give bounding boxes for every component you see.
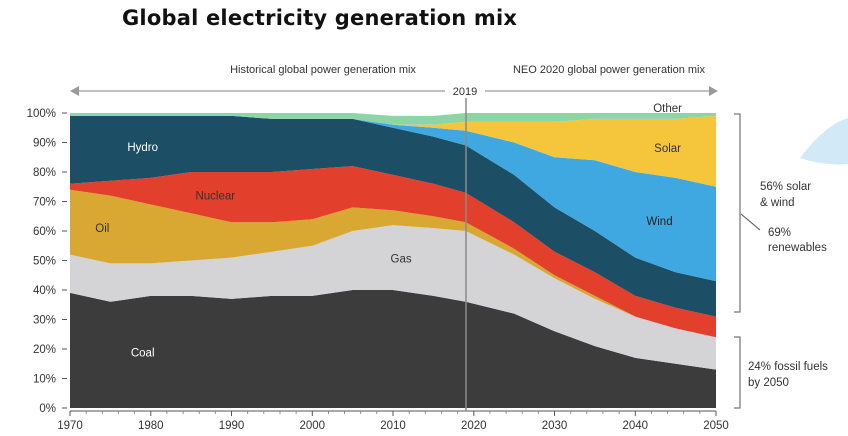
renewables-bracket — [734, 113, 741, 313]
note-renewables-1: 69% — [768, 227, 791, 239]
note-renewables-2: renewables — [768, 242, 827, 254]
y-tick-label: 80% — [33, 167, 56, 179]
x-tick-label: 2050 — [703, 420, 729, 432]
split-year-bg — [445, 84, 485, 98]
area-gas — [70, 225, 716, 370]
period-header: 2019 Historical global power generation … — [70, 64, 718, 98]
historical-label: Historical global power generation mix — [230, 64, 416, 76]
chart-title: Global electricity generation mix — [122, 6, 518, 30]
area-label-solar: Solar — [654, 143, 681, 155]
y-axis: 0% 10% 20% 30% 40% 50% 60% 70% 80% 90% 100% — [27, 108, 67, 415]
arrow-left-icon — [70, 86, 79, 96]
y-tick-label: 90% — [33, 138, 56, 150]
forecast-label: NEO 2020 global power generation mix — [513, 64, 706, 76]
x-tick-label: 2030 — [542, 420, 568, 432]
y-tick-label: 100% — [27, 108, 56, 120]
area-labels: Coal Gas Oil Nuclear Hydro Wind Solar Other — [95, 103, 682, 360]
area-label-nuclear: Nuclear — [195, 190, 235, 202]
area-oil — [70, 189, 716, 338]
y-tick-label: 20% — [33, 344, 56, 356]
y-tick-label: 30% — [33, 315, 56, 327]
area-label-other: Other — [653, 103, 682, 115]
x-axis: 1970 1980 1990 2000 2010 2020 2030 2040 2050 — [57, 410, 729, 432]
y-tick-label: 70% — [33, 197, 56, 209]
split-year-label: 2019 — [453, 86, 477, 98]
y-tick-label: 60% — [33, 226, 56, 238]
arrow-right-icon — [709, 86, 718, 96]
area-coal — [70, 290, 716, 408]
fossil-bracket — [734, 336, 741, 409]
area-layers — [70, 113, 716, 408]
area-label-coal: Coal — [131, 348, 155, 360]
area-label-hydro: Hydro — [127, 142, 158, 154]
y-tick-label: 40% — [33, 285, 56, 297]
area-wind — [70, 115, 716, 282]
area-label-wind: Wind — [646, 216, 672, 228]
x-tick-label: 2020 — [461, 420, 487, 432]
renewables-pointer — [740, 213, 761, 231]
y-tick-label: 10% — [33, 374, 56, 386]
x-tick-label: 2040 — [623, 420, 649, 432]
decorative-cloud — [800, 118, 848, 165]
x-tick-label: 1970 — [57, 420, 83, 432]
annotations: 56% solar & wind 69% renewables 24% foss… — [734, 113, 848, 409]
x-tick-label: 1980 — [138, 420, 164, 432]
area-other — [70, 113, 716, 125]
x-tick-label: 2010 — [380, 420, 406, 432]
note-fossil-1: 24% fossil fuels — [748, 361, 828, 373]
area-label-oil: Oil — [95, 223, 109, 235]
area-label-gas: Gas — [391, 253, 412, 265]
area-nuclear — [70, 166, 716, 338]
y-tick-label: 50% — [33, 256, 56, 268]
area-solar — [70, 115, 716, 187]
x-tick-label: 1990 — [219, 420, 245, 432]
note-solar-wind-2: & wind — [760, 197, 795, 209]
x-tick-label: 2000 — [300, 420, 326, 432]
area-hydro — [70, 115, 716, 317]
note-solar-wind-1: 56% solar — [760, 181, 811, 193]
note-fossil-2: by 2050 — [748, 377, 789, 389]
y-tick-label: 0% — [39, 403, 56, 415]
